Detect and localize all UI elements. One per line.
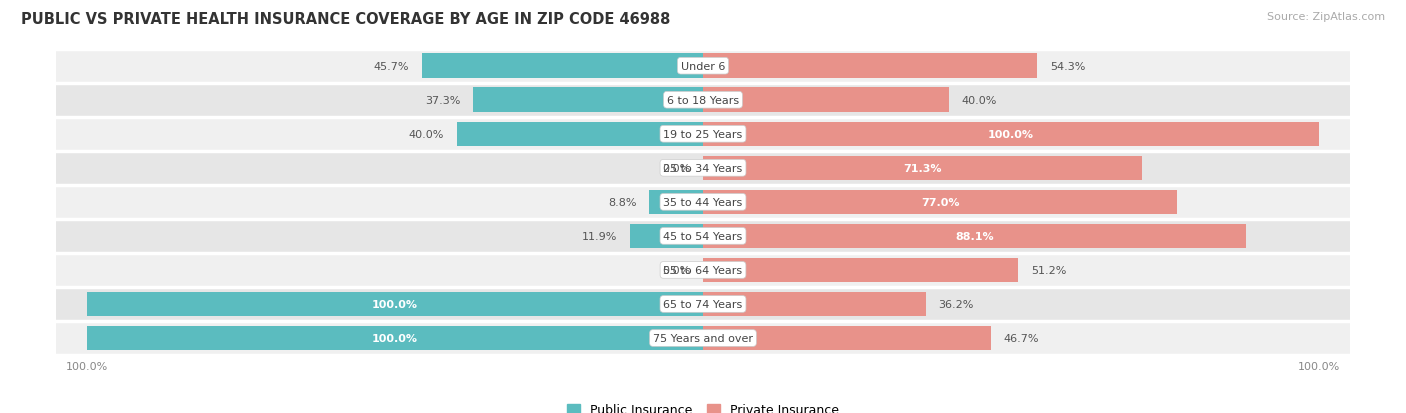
Text: 100.0%: 100.0% (988, 129, 1033, 140)
Text: 40.0%: 40.0% (409, 129, 444, 140)
Text: 6 to 18 Years: 6 to 18 Years (666, 95, 740, 105)
Text: 40.0%: 40.0% (962, 95, 997, 105)
Text: 54.3%: 54.3% (1050, 62, 1085, 71)
Text: 11.9%: 11.9% (582, 231, 617, 241)
Bar (56, 152, 1350, 185)
Text: 37.3%: 37.3% (426, 95, 461, 105)
Bar (56, 50, 1350, 83)
Text: Under 6: Under 6 (681, 62, 725, 71)
Text: 88.1%: 88.1% (955, 231, 994, 241)
Bar (703, 326, 991, 350)
Text: 100.0%: 100.0% (373, 333, 418, 343)
Text: 71.3%: 71.3% (903, 164, 942, 173)
Bar (56, 288, 1350, 320)
Bar (703, 156, 1142, 180)
Bar (648, 190, 703, 215)
Bar (703, 258, 1018, 282)
Bar (56, 322, 1350, 354)
Bar (56, 84, 1350, 117)
Legend: Public Insurance, Private Insurance: Public Insurance, Private Insurance (567, 403, 839, 413)
Text: 36.2%: 36.2% (938, 299, 974, 309)
Bar (422, 55, 703, 79)
Bar (703, 88, 949, 113)
Bar (87, 326, 703, 350)
Bar (457, 122, 703, 147)
Bar (703, 190, 1177, 215)
Text: 8.8%: 8.8% (607, 197, 637, 207)
Text: 19 to 25 Years: 19 to 25 Years (664, 129, 742, 140)
Text: 100.0%: 100.0% (373, 299, 418, 309)
Bar (56, 254, 1350, 287)
Text: 35 to 44 Years: 35 to 44 Years (664, 197, 742, 207)
Text: 75 Years and over: 75 Years and over (652, 333, 754, 343)
Text: 25 to 34 Years: 25 to 34 Years (664, 164, 742, 173)
Bar (56, 118, 1350, 151)
Text: 0.0%: 0.0% (662, 265, 690, 275)
Text: 0.0%: 0.0% (662, 164, 690, 173)
Bar (87, 292, 703, 316)
Text: 45.7%: 45.7% (374, 62, 409, 71)
Bar (56, 186, 1350, 218)
Text: Source: ZipAtlas.com: Source: ZipAtlas.com (1267, 12, 1385, 22)
Text: 46.7%: 46.7% (1002, 333, 1039, 343)
Bar (703, 224, 1246, 249)
Bar (703, 55, 1038, 79)
Text: 51.2%: 51.2% (1031, 265, 1066, 275)
Bar (703, 122, 1319, 147)
Text: 45 to 54 Years: 45 to 54 Years (664, 231, 742, 241)
Text: 65 to 74 Years: 65 to 74 Years (664, 299, 742, 309)
Bar (703, 292, 927, 316)
Text: 77.0%: 77.0% (921, 197, 959, 207)
Bar (56, 220, 1350, 253)
Text: 55 to 64 Years: 55 to 64 Years (664, 265, 742, 275)
Bar (630, 224, 703, 249)
Bar (474, 88, 703, 113)
Text: PUBLIC VS PRIVATE HEALTH INSURANCE COVERAGE BY AGE IN ZIP CODE 46988: PUBLIC VS PRIVATE HEALTH INSURANCE COVER… (21, 12, 671, 27)
